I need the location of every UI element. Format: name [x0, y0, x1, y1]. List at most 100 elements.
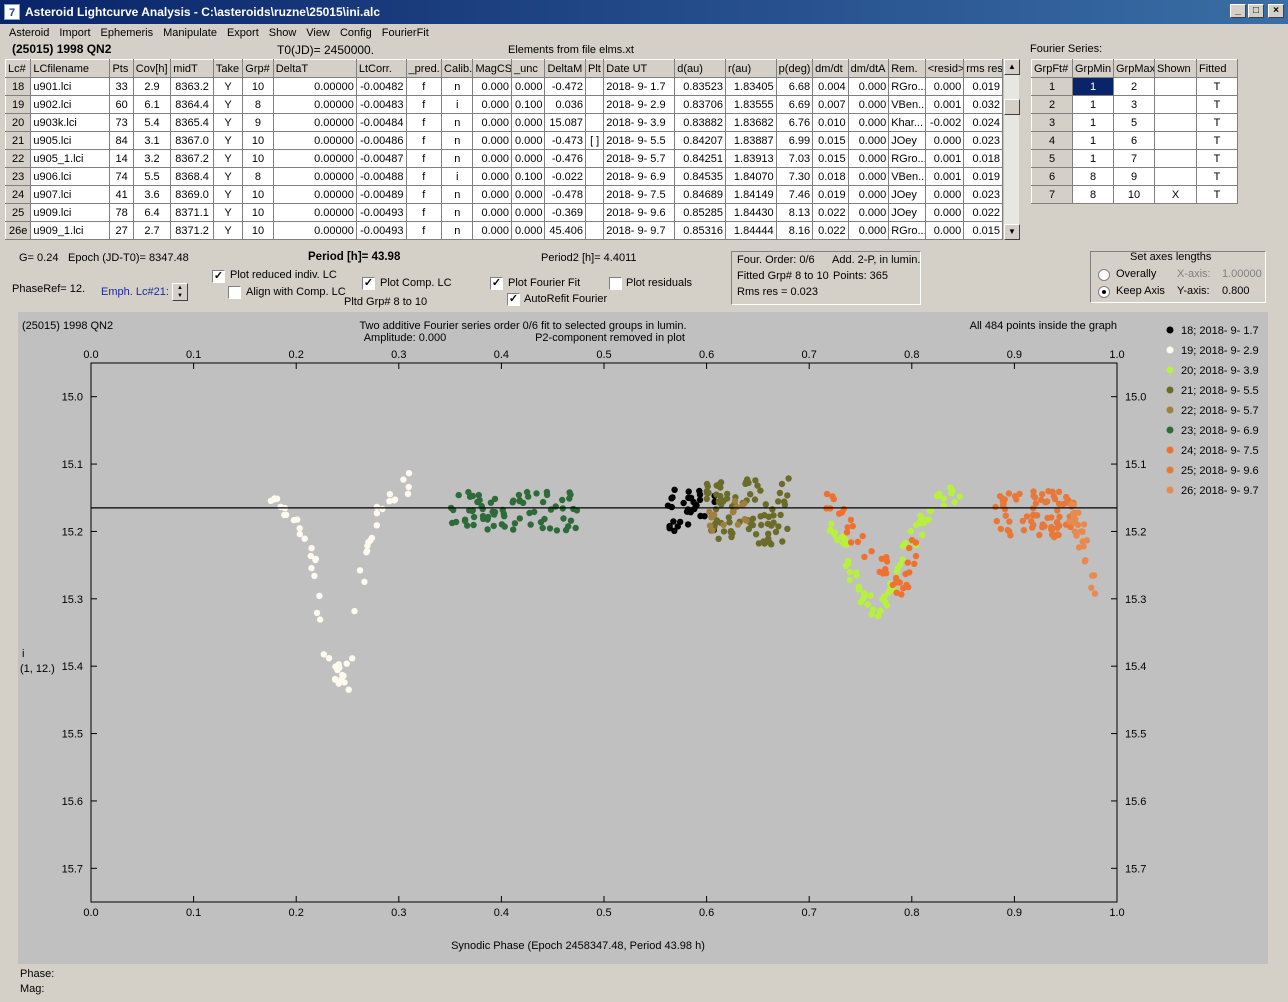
ft-table-cell[interactable]: 2: [1031, 95, 1073, 114]
period-value[interactable]: Period [h]= 43.98: [308, 251, 401, 263]
lc-table-cell[interactable]: 0.015: [963, 221, 1003, 240]
lc-table-cell[interactable]: 8369.0: [170, 185, 214, 204]
ft-table-cell[interactable]: 10: [1113, 185, 1155, 204]
lc-table-cell[interactable]: f: [405, 113, 443, 132]
lc-table-cell[interactable]: [585, 95, 605, 114]
ft-header[interactable]: GrpMin: [1072, 59, 1114, 78]
plot-fourier-checkbox[interactable]: ✓: [490, 277, 503, 290]
lc-table-cell[interactable]: 0.00000: [272, 185, 357, 204]
ft-table-cell[interactable]: T: [1196, 77, 1238, 96]
lc-table-cell[interactable]: i: [441, 167, 474, 186]
emph-spinner[interactable]: ▲ ▼: [172, 283, 188, 301]
ft-table-cell[interactable]: T: [1196, 167, 1238, 186]
lc-table-cell[interactable]: [585, 203, 605, 222]
lc-table-cell[interactable]: 0.100: [510, 95, 546, 114]
ft-table-cell[interactable]: T: [1196, 95, 1238, 114]
lc-table-cell[interactable]: 27: [109, 221, 134, 240]
lc-table-cell[interactable]: JOey: [888, 185, 926, 204]
lc-table-cell[interactable]: 2.7: [132, 221, 172, 240]
menu-config[interactable]: Config: [339, 27, 372, 39]
lc-table-cell[interactable]: 41: [109, 185, 134, 204]
ft-table-cell[interactable]: 7: [1031, 185, 1073, 204]
ft-table-cell[interactable]: 5: [1113, 113, 1155, 132]
lc-table-cell[interactable]: 0.000: [510, 149, 546, 168]
ft-table-row[interactable]: 7 8 10 X T: [1031, 185, 1238, 204]
lc-table-cell[interactable]: 0.000: [472, 77, 512, 96]
lc-table-row[interactable]: 25 u909.lci 78 6.4 8371.1 Y 10 0.00000 -0.00493 f…: [4, 203, 1003, 222]
ft-table-cell[interactable]: [1154, 113, 1197, 132]
lc-table-cell[interactable]: u909_1.lci: [30, 221, 111, 240]
lc-table-cell[interactable]: 33: [109, 77, 134, 96]
overall-radio[interactable]: [1098, 269, 1110, 281]
lc-header[interactable]: Take: [212, 59, 244, 78]
lc-table-cell[interactable]: 8371.2: [170, 221, 214, 240]
spin-down-icon[interactable]: ▼: [177, 293, 183, 299]
lc-table-cell[interactable]: f: [405, 221, 443, 240]
lc-table-cell[interactable]: 1.83405: [724, 77, 777, 96]
lc-table-row[interactable]: 18 u901.lci 33 2.9 8363.2 Y 10 0.00000 -0.00482 f…: [4, 77, 1003, 96]
lc-table-cell[interactable]: i: [441, 95, 474, 114]
lc-table-cell[interactable]: 0.83706: [674, 95, 726, 114]
lc-table-cell[interactable]: 8: [242, 167, 274, 186]
lc-table-cell[interactable]: 0.00000: [272, 167, 357, 186]
lc-table-cell[interactable]: [ ]: [585, 131, 605, 150]
spin-up-icon[interactable]: ▲: [177, 285, 183, 291]
lc-table-cell[interactable]: JOey: [888, 131, 926, 150]
lc-table-cell[interactable]: 7.03: [775, 149, 814, 168]
lc-table-cell[interactable]: 8.13: [775, 203, 814, 222]
lc-table-cell[interactable]: 6.69: [775, 95, 814, 114]
lc-table-cell[interactable]: 0.015: [812, 149, 849, 168]
lc-table-cell[interactable]: 0.85316: [674, 221, 726, 240]
ft-header[interactable]: GrpMax: [1113, 59, 1155, 78]
lc-table-cell[interactable]: VBen...: [888, 95, 926, 114]
lc-table-cell[interactable]: 8364.4: [170, 95, 214, 114]
lc-table-cell[interactable]: -0.00486: [355, 131, 407, 150]
lc-table-cell[interactable]: 1.84444: [724, 221, 777, 240]
lc-table-cell[interactable]: -0.00493: [355, 203, 407, 222]
lc-table-cell[interactable]: 0.000: [847, 203, 890, 222]
lc-header[interactable]: Rem.: [888, 59, 926, 78]
lc-table-cell[interactable]: 8.16: [775, 221, 814, 240]
lc-table-cell[interactable]: 0.100: [510, 167, 546, 186]
lc-table-cell[interactable]: 20: [4, 113, 32, 132]
lc-table-cell[interactable]: 0.000: [924, 221, 965, 240]
lc-table-cell[interactable]: 24: [4, 185, 32, 204]
lc-table-cell[interactable]: f: [405, 95, 443, 114]
lc-header[interactable]: <resid>: [924, 59, 965, 78]
lc-table-cell[interactable]: 0.000: [472, 131, 512, 150]
lc-table-cell[interactable]: 2018- 9- 3.9: [603, 113, 676, 132]
autorefit-checkbox[interactable]: ✓: [507, 293, 520, 306]
ft-table-cell[interactable]: T: [1196, 113, 1238, 132]
lc-table-cell[interactable]: 1.83555: [724, 95, 777, 114]
scroll-down-icon[interactable]: ▼: [1004, 224, 1020, 240]
ft-table-cell[interactable]: 8: [1072, 167, 1114, 186]
lc-table-cell[interactable]: [585, 167, 605, 186]
lc-table-cell[interactable]: 0.000: [510, 185, 546, 204]
lc-table-cell[interactable]: Y: [212, 221, 244, 240]
ft-table-cell[interactable]: [1154, 95, 1197, 114]
lc-table-cell[interactable]: 0.84207: [674, 131, 726, 150]
lc-header[interactable]: Plt: [585, 59, 605, 78]
lc-table-cell[interactable]: 10: [242, 149, 274, 168]
ft-table-cell[interactable]: 1: [1031, 77, 1073, 96]
lc-table-cell[interactable]: 1.83913: [724, 149, 777, 168]
lc-table-cell[interactable]: -0.00484: [355, 113, 407, 132]
menu-fourierfit[interactable]: FourierFit: [381, 27, 429, 39]
x-axis-value[interactable]: 1.00000: [1222, 268, 1262, 280]
lc-table-cell[interactable]: 23: [4, 167, 32, 186]
lc-table-cell[interactable]: 0.85285: [674, 203, 726, 222]
lc-table-cell[interactable]: n: [441, 131, 474, 150]
lc-table-cell[interactable]: RGro...: [888, 77, 926, 96]
menu-import[interactable]: Import: [59, 27, 91, 39]
lc-table-cell[interactable]: 0.84689: [674, 185, 726, 204]
lc-table-cell[interactable]: 3.2: [132, 149, 172, 168]
lc-table-cell[interactable]: n: [441, 203, 474, 222]
lc-table-cell[interactable]: 0.001: [924, 167, 965, 186]
lc-table-cell[interactable]: 1.83682: [724, 113, 777, 132]
lc-table-cell[interactable]: n: [441, 149, 474, 168]
lc-table-cell[interactable]: 6.68: [775, 77, 814, 96]
lc-table-cell[interactable]: 0.019: [963, 77, 1003, 96]
